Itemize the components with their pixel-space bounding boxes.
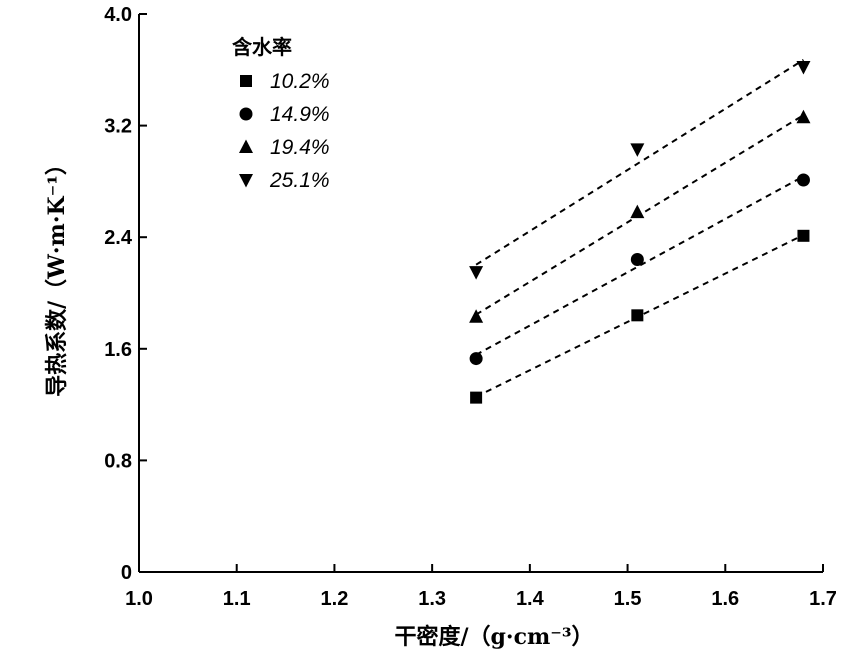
legend-marker — [239, 174, 253, 188]
fit-lines — [475, 59, 804, 398]
legend-label: 19.4% — [270, 136, 330, 159]
data-point — [630, 143, 645, 157]
data-point — [469, 309, 484, 323]
ticks: 1.0 1.1 1.2 1.3 1.4 1.5 1.6 1.7 0 0.8 1.6 2.4 3.2 4.0 — [104, 4, 837, 610]
x-tick-label: 1.1 — [223, 588, 251, 610]
fit-line — [475, 175, 804, 356]
y-axis-title: 导热系数/（W·m·K⁻¹） — [44, 153, 70, 397]
fit-line — [475, 59, 804, 266]
data-point — [469, 352, 483, 366]
legend-marker — [239, 107, 253, 121]
legend-marker — [240, 75, 252, 87]
data-point — [796, 61, 811, 75]
data-point — [631, 309, 644, 322]
data-point — [630, 253, 644, 267]
x-tick-label: 1.0 — [125, 588, 153, 610]
data-point — [796, 173, 810, 187]
data-point — [470, 391, 483, 404]
y-tick-label: 0.8 — [104, 450, 132, 472]
x-tick-label: 1.5 — [614, 588, 642, 610]
y-tick-label: 0 — [121, 562, 132, 584]
legend-label: 14.9% — [270, 103, 330, 126]
data-point — [796, 109, 811, 124]
legend-label: 10.2% — [270, 70, 330, 93]
data-points — [469, 61, 811, 404]
x-tick-label: 1.3 — [418, 588, 446, 610]
y-tick-label: 1.6 — [104, 339, 132, 361]
legend: 含水率 10.2% 14.9% 19.4% 25.1% — [232, 35, 330, 192]
x-tick-label: 1.2 — [321, 588, 349, 610]
x-tick-label: 1.6 — [711, 588, 739, 610]
x-tick-label: 1.4 — [516, 588, 545, 610]
y-tick-label: 3.2 — [104, 116, 132, 138]
y-tick-label: 2.4 — [104, 227, 133, 249]
data-point — [630, 204, 645, 219]
fit-line — [475, 234, 804, 398]
legend-title: 含水率 — [232, 35, 292, 59]
x-axis-title: 干密度/（g·cm⁻³） — [395, 624, 594, 650]
data-point — [469, 266, 484, 280]
legend-marker — [239, 139, 253, 153]
x-tick-label: 1.7 — [809, 588, 837, 610]
axes — [138, 14, 823, 573]
y-tick-label: 4.0 — [104, 4, 132, 26]
data-point — [797, 229, 810, 242]
legend-label: 25.1% — [269, 169, 330, 192]
